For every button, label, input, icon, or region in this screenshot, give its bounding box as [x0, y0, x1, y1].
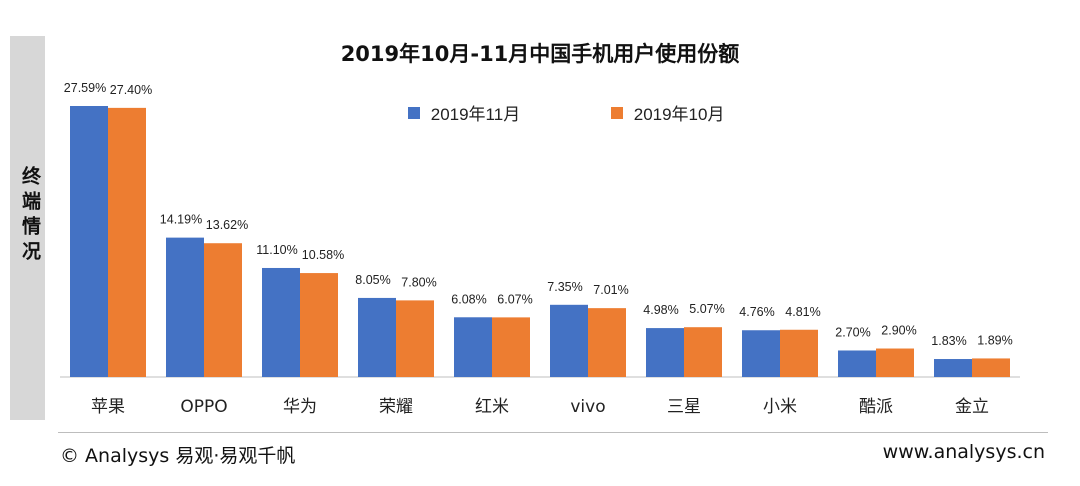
- data-label-nov-8: 2.70%: [835, 325, 870, 339]
- data-label-nov-1: 14.19%: [160, 213, 202, 227]
- bar-nov-8: [838, 350, 876, 377]
- data-label-nov-0: 27.59%: [64, 81, 106, 95]
- bar-oct-3: [396, 300, 434, 377]
- bar-nov-2: [262, 267, 300, 377]
- bar-nov-9: [934, 359, 972, 377]
- x-tick-label-0: 苹果: [91, 397, 125, 417]
- footer-copyright: © Analysys 易观·易观千帆: [60, 445, 296, 467]
- data-label-oct-2: 10.58%: [302, 248, 344, 262]
- bar-nov-4: [454, 317, 492, 377]
- bar-oct-9: [972, 358, 1010, 377]
- data-label-nov-7: 4.76%: [739, 305, 774, 319]
- data-label-nov-4: 6.08%: [451, 292, 486, 306]
- bar-oct-8: [876, 348, 914, 377]
- x-tick-label-1: OPPO: [180, 397, 227, 417]
- data-label-oct-6: 5.07%: [689, 302, 724, 316]
- footer-divider: [58, 432, 1048, 433]
- bar-oct-7: [780, 329, 818, 377]
- bar-oct-5: [588, 308, 626, 377]
- legend-swatch-nov: [408, 106, 420, 119]
- data-label-oct-7: 4.81%: [785, 305, 820, 319]
- bar-nov-0: [70, 106, 108, 377]
- data-label-oct-0: 27.40%: [110, 83, 152, 97]
- data-label-nov-6: 4.98%: [643, 303, 678, 317]
- data-label-nov-3: 8.05%: [355, 273, 390, 287]
- bar-oct-2: [300, 273, 338, 377]
- legend-label-nov: 2019年11月: [430, 105, 521, 124]
- bar-nov-6: [646, 328, 684, 377]
- side-label: 终端情况: [19, 166, 41, 266]
- bar-nov-3: [358, 297, 396, 377]
- bar-oct-4: [492, 317, 530, 377]
- x-tick-label-9: 金立: [955, 397, 989, 417]
- bar-oct-6: [684, 327, 722, 377]
- legend-swatch-oct: [611, 106, 623, 119]
- x-tick-label-7: 小米: [763, 397, 797, 417]
- legend-item-nov: 2019年11月: [408, 100, 520, 124]
- x-tick-label-8: 酷派: [859, 397, 893, 417]
- x-tick-label-5: vivo: [570, 397, 605, 417]
- legend-item-oct: 2019年10月: [611, 100, 724, 124]
- x-tick-label-6: 三星: [667, 397, 701, 417]
- bar-oct-1: [204, 243, 242, 377]
- chart-title: 2019年10月-11月中国手机用户使用份额: [340, 42, 740, 66]
- data-label-oct-8: 2.90%: [881, 324, 916, 338]
- data-label-nov-2: 11.10%: [256, 243, 297, 257]
- x-tick-label-4: 红米: [475, 397, 509, 417]
- bar-oct-0: [108, 107, 146, 377]
- data-label-oct-9: 1.89%: [977, 333, 1012, 347]
- data-label-nov-9: 1.83%: [931, 334, 966, 348]
- side-panel: 终端情况: [10, 36, 45, 420]
- data-label-oct-5: 7.01%: [593, 283, 628, 297]
- x-tick-label-3: 荣耀: [379, 397, 413, 417]
- x-tick-label-2: 华为: [283, 397, 317, 417]
- data-label-oct-1: 13.62%: [206, 218, 248, 232]
- data-label-oct-4: 6.07%: [497, 292, 532, 306]
- bar-nov-7: [742, 330, 780, 377]
- bar-nov-1: [166, 237, 204, 377]
- bar-nov-5: [550, 304, 588, 377]
- data-label-oct-3: 7.80%: [401, 275, 436, 289]
- footer-website: www.analysys.cn: [882, 441, 1045, 463]
- legend-label-oct: 2019年10月: [633, 105, 725, 124]
- data-label-nov-5: 7.35%: [547, 280, 582, 294]
